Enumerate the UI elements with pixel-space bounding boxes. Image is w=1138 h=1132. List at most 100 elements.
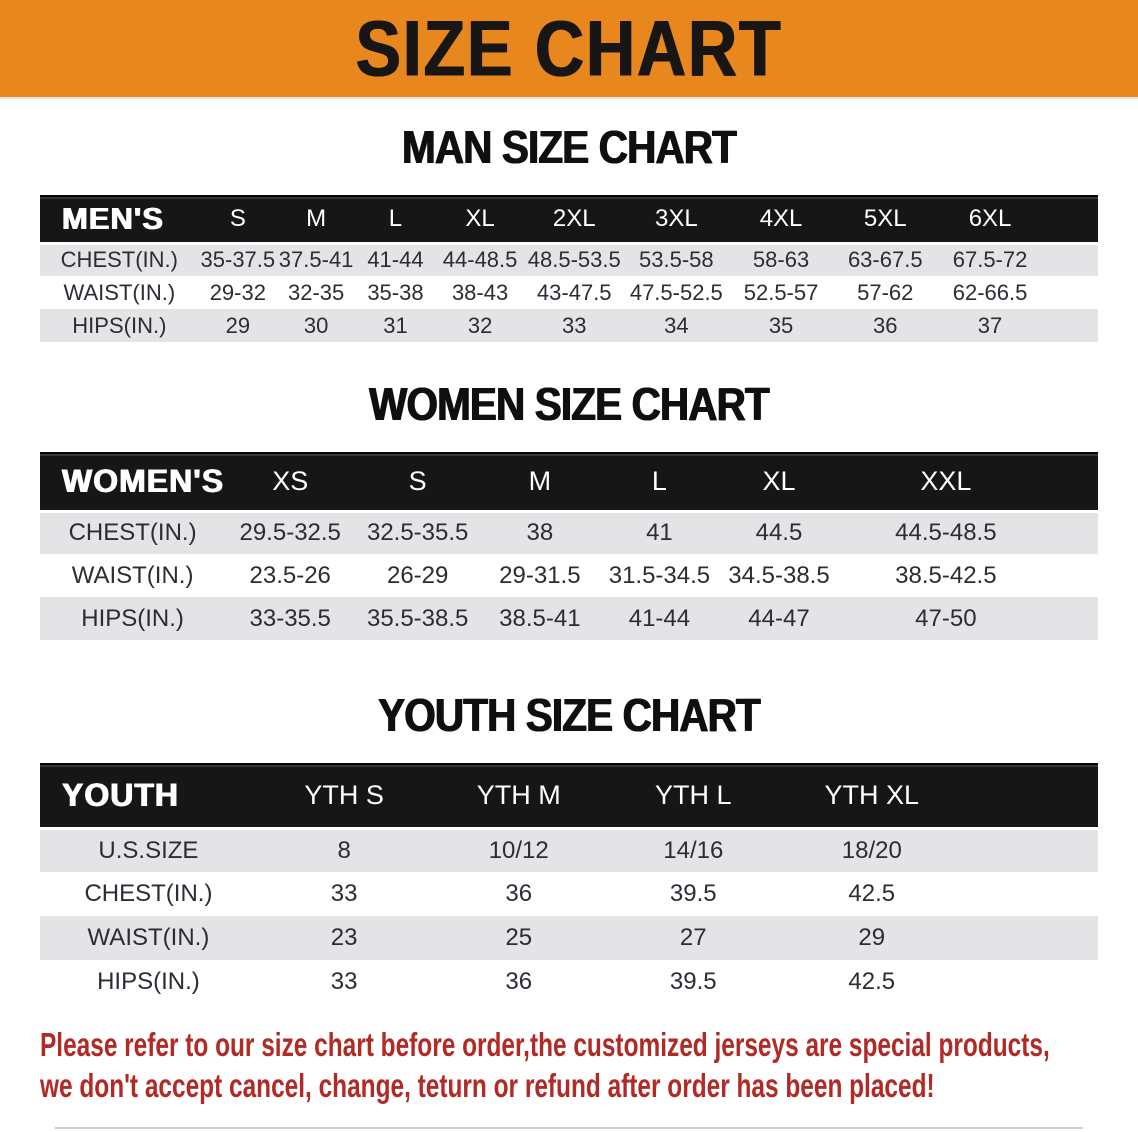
size-cell: 31 xyxy=(355,309,436,342)
size-cell: 29-32 xyxy=(198,276,277,309)
size-cell: 18/20 xyxy=(780,826,1098,872)
size-cell: 35 xyxy=(728,309,834,342)
size-cell: 58-63 xyxy=(728,241,834,276)
size-cell: 63-67.5 xyxy=(833,241,938,276)
youth-corner-label: YOUTH xyxy=(40,763,257,828)
row-label: CHEST(IN.) xyxy=(40,872,257,916)
page-bottom-edge xyxy=(55,1127,1083,1129)
size-cell: 36 xyxy=(431,960,606,1004)
size-chart-content: MAN SIZE CHART MEN'S S M L XL 2XL 3XL 4X… xyxy=(0,121,1138,1106)
size-cell: 41 xyxy=(599,509,720,554)
row-label: HIPS(IN.) xyxy=(40,597,226,640)
size-cell: 39.5 xyxy=(606,960,781,1004)
size-cell: 8 xyxy=(256,826,432,872)
banner: SIZE CHART xyxy=(0,0,1138,97)
row-label: CHEST(IN.) xyxy=(40,509,226,554)
table-row: HIPS(IN.) 29 30 31 32 33 34 35 36 37 xyxy=(40,309,1098,342)
size-cell: 44.5 xyxy=(719,509,839,554)
size-cell: 47-50 xyxy=(838,597,1098,640)
table-row: U.S.SIZE 8 10/12 14/16 18/20 xyxy=(40,826,1098,872)
col-header: L xyxy=(355,195,436,243)
mens-header-row: MEN'S S M L XL 2XL 3XL 4XL 5XL 6XL xyxy=(40,195,1098,243)
size-cell: 57-62 xyxy=(833,276,938,309)
womens-header-row: WOMEN'S XS S M L XL XXL xyxy=(40,452,1098,511)
size-cell: 32 xyxy=(435,309,525,342)
col-header: 5XL xyxy=(833,195,938,243)
size-cell: 25 xyxy=(431,916,606,960)
size-cell: 38.5-41 xyxy=(480,597,600,640)
size-cell: 33 xyxy=(256,960,432,1004)
size-cell: 35-37.5 xyxy=(198,241,277,276)
col-header: M xyxy=(276,195,356,243)
col-header: YTH XL xyxy=(780,763,1098,828)
youth-header-row: YOUTH YTH S YTH M YTH L YTH XL xyxy=(40,763,1098,828)
size-cell: 41-44 xyxy=(355,241,436,276)
size-cell: 44.5-48.5 xyxy=(838,509,1098,554)
col-header: M xyxy=(480,452,600,511)
row-label: WAIST(IN.) xyxy=(40,554,226,597)
size-cell: 52.5-57 xyxy=(728,276,834,309)
table-row: CHEST(IN.) 29.5-32.5 32.5-35.5 38 41 44.… xyxy=(40,509,1098,554)
table-row: HIPS(IN.) 33 36 39.5 42.5 xyxy=(40,960,1098,1004)
size-cell: 42.5 xyxy=(780,960,1098,1004)
size-cell: 29 xyxy=(198,309,277,342)
size-cell: 41-44 xyxy=(599,597,720,640)
row-label: HIPS(IN.) xyxy=(40,309,199,342)
size-cell: 31.5-34.5 xyxy=(599,554,720,597)
row-label: HIPS(IN.) xyxy=(40,960,257,1004)
size-cell: 29.5-32.5 xyxy=(225,509,356,554)
size-cell: 23 xyxy=(256,916,432,960)
size-cell: 33-35.5 xyxy=(225,597,356,640)
size-cell: 26-29 xyxy=(355,554,481,597)
size-cell: 33 xyxy=(256,872,432,916)
col-header: S xyxy=(355,452,481,511)
women-chart-title: WOMEN SIZE CHART xyxy=(369,378,770,430)
col-header: 4XL xyxy=(728,195,834,243)
size-cell: 30 xyxy=(276,309,356,342)
youth-size-table: YOUTH YTH S YTH M YTH L YTH XL U.S.SIZE … xyxy=(40,763,1098,1004)
youth-chart-title: YOUTH SIZE CHART xyxy=(378,689,761,741)
size-cell: 36 xyxy=(431,872,606,916)
col-header: YTH L xyxy=(606,763,781,828)
size-cell: 34 xyxy=(623,309,729,342)
size-cell: 62-66.5 xyxy=(937,276,1098,309)
col-header: S xyxy=(198,195,277,243)
col-header: XS xyxy=(225,452,356,511)
banner-title: SIZE CHART xyxy=(355,4,783,93)
col-header: XXL xyxy=(838,452,1098,511)
size-cell: 35.5-38.5 xyxy=(355,597,481,640)
size-cell: 10/12 xyxy=(431,826,606,872)
mens-corner-label: MEN'S xyxy=(40,195,199,243)
size-cell: 42.5 xyxy=(780,872,1098,916)
size-cell: 34.5-38.5 xyxy=(719,554,839,597)
size-cell: 27 xyxy=(606,916,781,960)
size-cell: 38-43 xyxy=(435,276,525,309)
size-cell: 67.5-72 xyxy=(937,241,1098,276)
size-cell: 33 xyxy=(524,309,624,342)
size-cell: 23.5-26 xyxy=(225,554,356,597)
size-cell: 29-31.5 xyxy=(480,554,600,597)
size-cell: 38 xyxy=(480,509,600,554)
note-line-1: Please refer to our size chart before or… xyxy=(40,1026,1050,1063)
womens-corner-label: WOMEN'S xyxy=(40,452,226,511)
table-row: CHEST(IN.) 35-37.5 37.5-41 41-44 44-48.5… xyxy=(40,241,1098,276)
size-cell: 32.5-35.5 xyxy=(355,509,481,554)
man-chart-title: MAN SIZE CHART xyxy=(401,121,737,173)
table-row: CHEST(IN.) 33 36 39.5 42.5 xyxy=(40,872,1098,916)
row-label: WAIST(IN.) xyxy=(40,916,257,960)
col-header: XL xyxy=(719,452,839,511)
size-cell: 36 xyxy=(833,309,938,342)
table-row: HIPS(IN.) 33-35.5 35.5-38.5 38.5-41 41-4… xyxy=(40,597,1098,640)
col-header: 3XL xyxy=(623,195,729,243)
table-row: WAIST(IN.) 23.5-26 26-29 29-31.5 31.5-34… xyxy=(40,554,1098,597)
row-label: U.S.SIZE xyxy=(40,826,257,872)
size-cell: 29 xyxy=(780,916,1098,960)
mens-size-table: MEN'S S M L XL 2XL 3XL 4XL 5XL 6XL CHEST… xyxy=(40,195,1098,342)
col-header: 2XL xyxy=(524,195,624,243)
size-cell: 35-38 xyxy=(355,276,436,309)
size-cell: 14/16 xyxy=(606,826,781,872)
table-row: WAIST(IN.) 23 25 27 29 xyxy=(40,916,1098,960)
size-cell: 32-35 xyxy=(276,276,356,309)
size-cell: 44-47 xyxy=(719,597,839,640)
size-cell: 39.5 xyxy=(606,872,781,916)
